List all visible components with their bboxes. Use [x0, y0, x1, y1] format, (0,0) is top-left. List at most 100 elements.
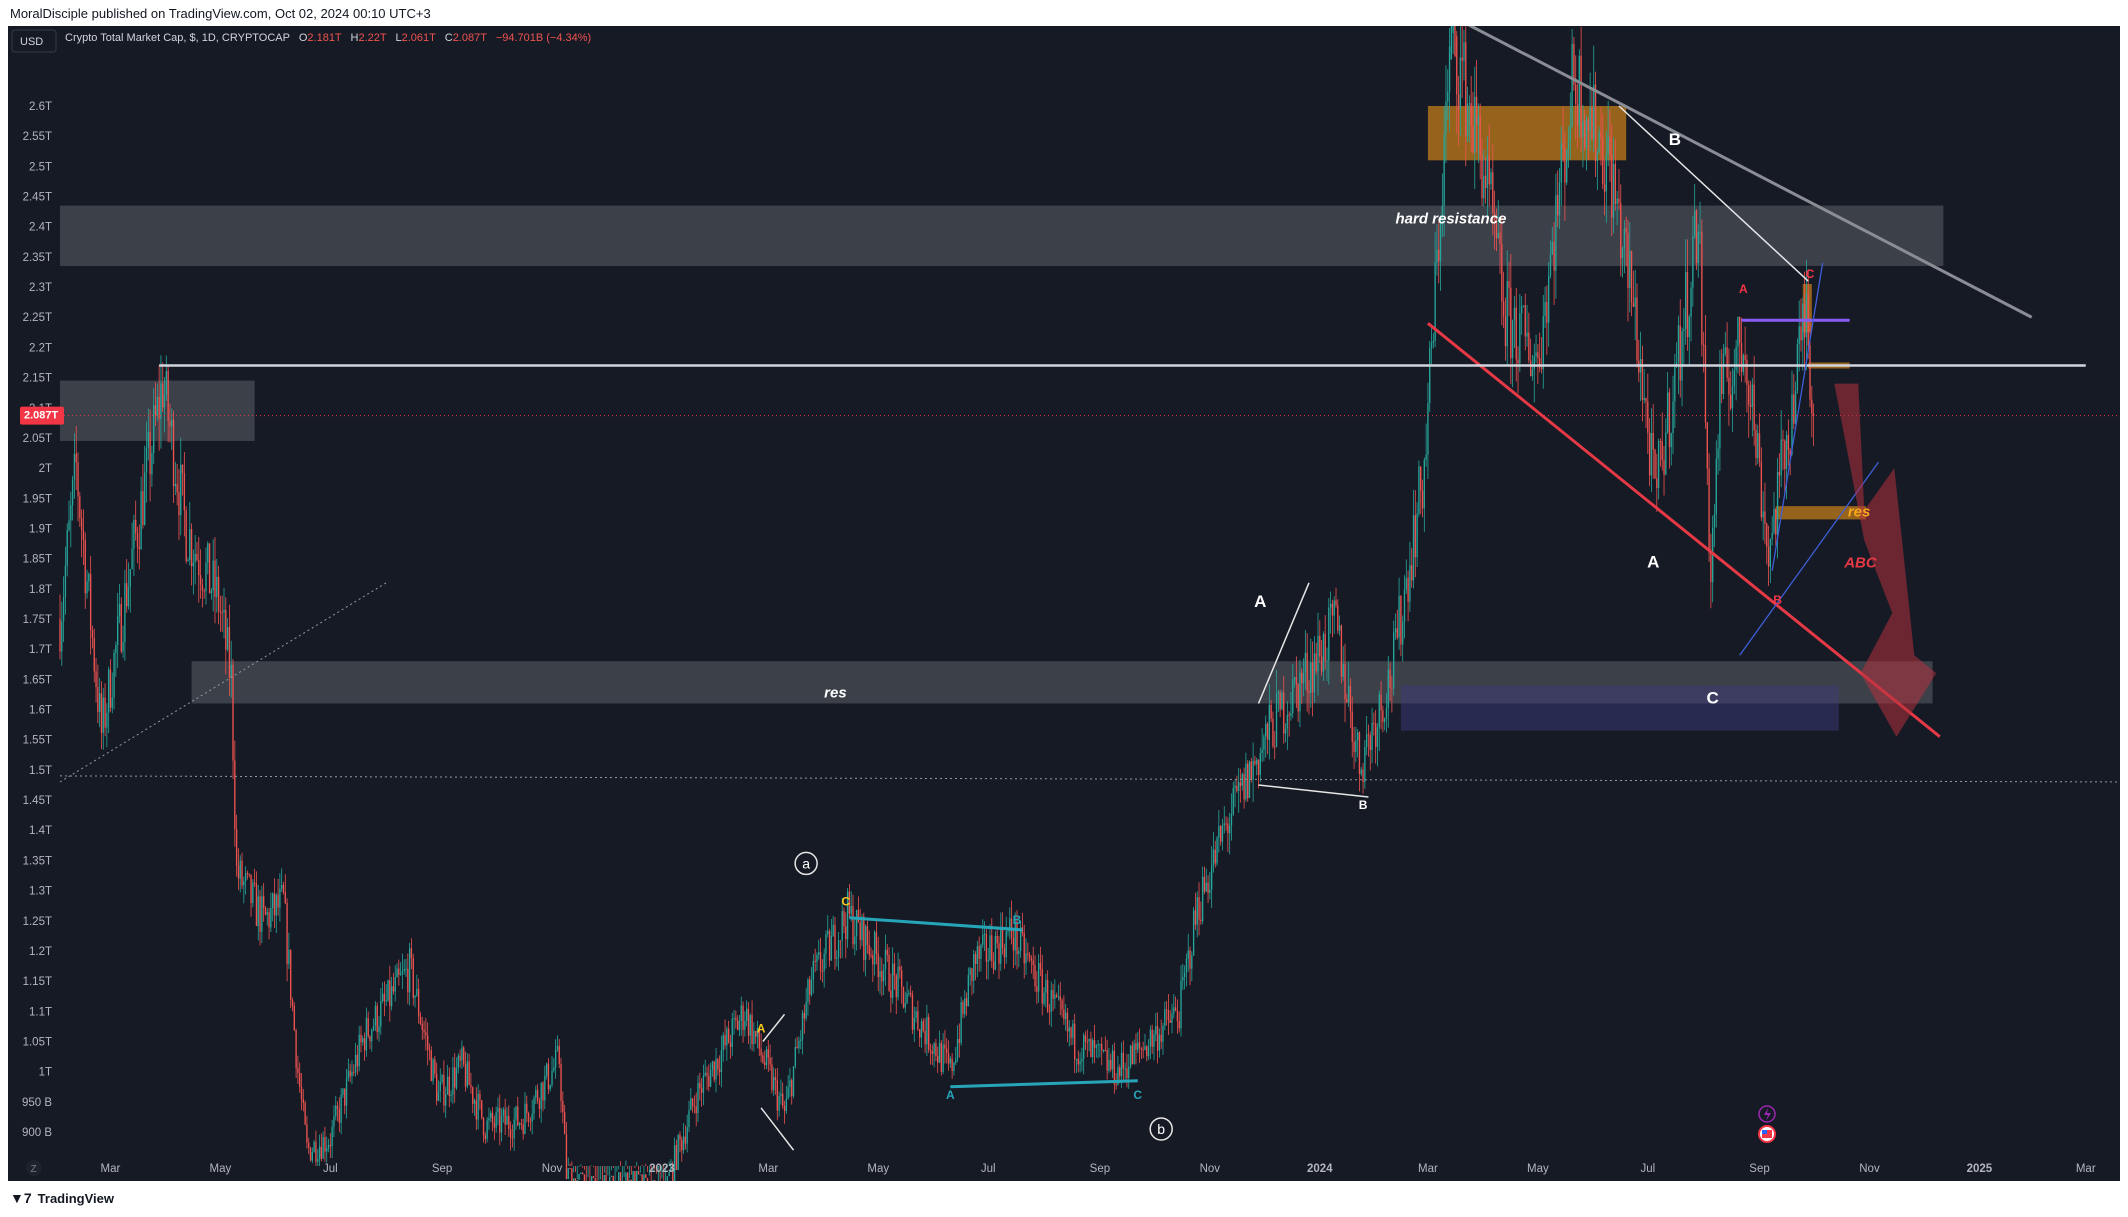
flash-icon[interactable] [1758, 1105, 1776, 1123]
candle [1176, 999, 1179, 1034]
candle [897, 952, 899, 1001]
candle-body [1212, 849, 1215, 866]
candle [1247, 760, 1249, 802]
candle [744, 1011, 746, 1037]
candle [1589, 72, 1591, 152]
candle [962, 999, 964, 1019]
candle-body [246, 872, 249, 874]
candle-body [870, 954, 872, 956]
candle-body [1097, 1044, 1099, 1046]
candle-body [515, 1106, 517, 1120]
candle [1636, 283, 1638, 368]
candle-body [212, 560, 214, 591]
candle-body [234, 760, 236, 830]
candle-body [1558, 182, 1561, 216]
candle [1048, 1003, 1051, 1025]
candle [336, 1101, 339, 1122]
candle-body [226, 627, 229, 650]
candle-body [1657, 441, 1660, 489]
candle [1793, 374, 1795, 429]
candle-body [1054, 994, 1056, 999]
candle [562, 1091, 564, 1124]
candle-body [922, 1021, 924, 1031]
candle-body [484, 1135, 487, 1139]
candle-body [562, 1100, 564, 1113]
candle [870, 947, 872, 959]
candle-body [1041, 969, 1043, 1004]
candle-body [1740, 343, 1743, 372]
candle-body [828, 931, 831, 961]
candle [648, 1166, 650, 1176]
candle [268, 907, 270, 940]
candle [650, 1166, 652, 1181]
candle-body [818, 952, 820, 955]
candle-body [1528, 332, 1530, 361]
candle-body [1538, 358, 1541, 368]
candle-body [145, 447, 148, 473]
x-tick-label: Sep [1749, 1163, 1769, 1175]
candle-body [1474, 96, 1476, 153]
candle-body [1796, 343, 1799, 391]
candle-body [1371, 722, 1373, 750]
candle-body [1578, 55, 1580, 126]
candle [536, 1084, 539, 1104]
candle-body [796, 1046, 798, 1049]
candle-body [1502, 301, 1505, 317]
candle-body [372, 1026, 375, 1030]
candle [454, 1053, 456, 1103]
candle-body [1133, 1043, 1135, 1065]
candle [619, 1161, 622, 1181]
candle [1409, 541, 1411, 612]
candle-body [855, 910, 858, 937]
candle [1214, 840, 1216, 868]
candle [374, 1001, 377, 1032]
candle-body [574, 1178, 577, 1181]
candle-body [367, 1017, 369, 1037]
z-button[interactable]: Z [26, 1160, 42, 1176]
symbol-legend[interactable]: Crypto Total Market Cap, $, 1D, CRYPTOCA… [65, 32, 591, 44]
candle [960, 996, 962, 1046]
candle-body [1313, 653, 1316, 693]
candle [915, 1006, 917, 1023]
y-tick-label: 2.05T [23, 433, 52, 445]
us-flag-icon[interactable] [1758, 1125, 1776, 1143]
candle-body [738, 1020, 741, 1030]
candle [938, 1030, 941, 1064]
candle [1594, 71, 1597, 177]
candle-body [1620, 203, 1622, 259]
wave-label: A [757, 1021, 766, 1035]
candle [212, 539, 214, 612]
candle-body [1302, 672, 1305, 684]
candle-body [1459, 57, 1462, 110]
wave-line [760, 1107, 795, 1151]
candle [1178, 1011, 1180, 1033]
candle [1713, 503, 1716, 548]
zone-label: res [824, 684, 847, 701]
candle [1785, 430, 1788, 500]
candle-body [578, 1173, 580, 1181]
candle [1584, 109, 1586, 151]
candle [845, 912, 847, 959]
candle [1780, 410, 1782, 488]
candle [803, 1004, 806, 1034]
candle-body [749, 1015, 751, 1036]
candle [149, 409, 151, 502]
candle-body [1234, 785, 1236, 788]
candle-body [187, 560, 189, 562]
candle [1210, 846, 1213, 908]
candle-body [639, 1174, 642, 1176]
candle-body [688, 1110, 690, 1128]
candle-body [1353, 741, 1355, 752]
x-tick-label: Nov [542, 1163, 563, 1175]
candle [699, 1072, 701, 1101]
candle [95, 657, 97, 703]
currency-button[interactable]: USD [11, 29, 57, 53]
candle [1250, 757, 1252, 783]
candle-body [481, 1100, 483, 1118]
tradingview-logo[interactable]: ▼7 TradingView [10, 1190, 114, 1206]
candle-body [1005, 931, 1007, 958]
candle [533, 1095, 535, 1120]
candle [252, 879, 254, 908]
